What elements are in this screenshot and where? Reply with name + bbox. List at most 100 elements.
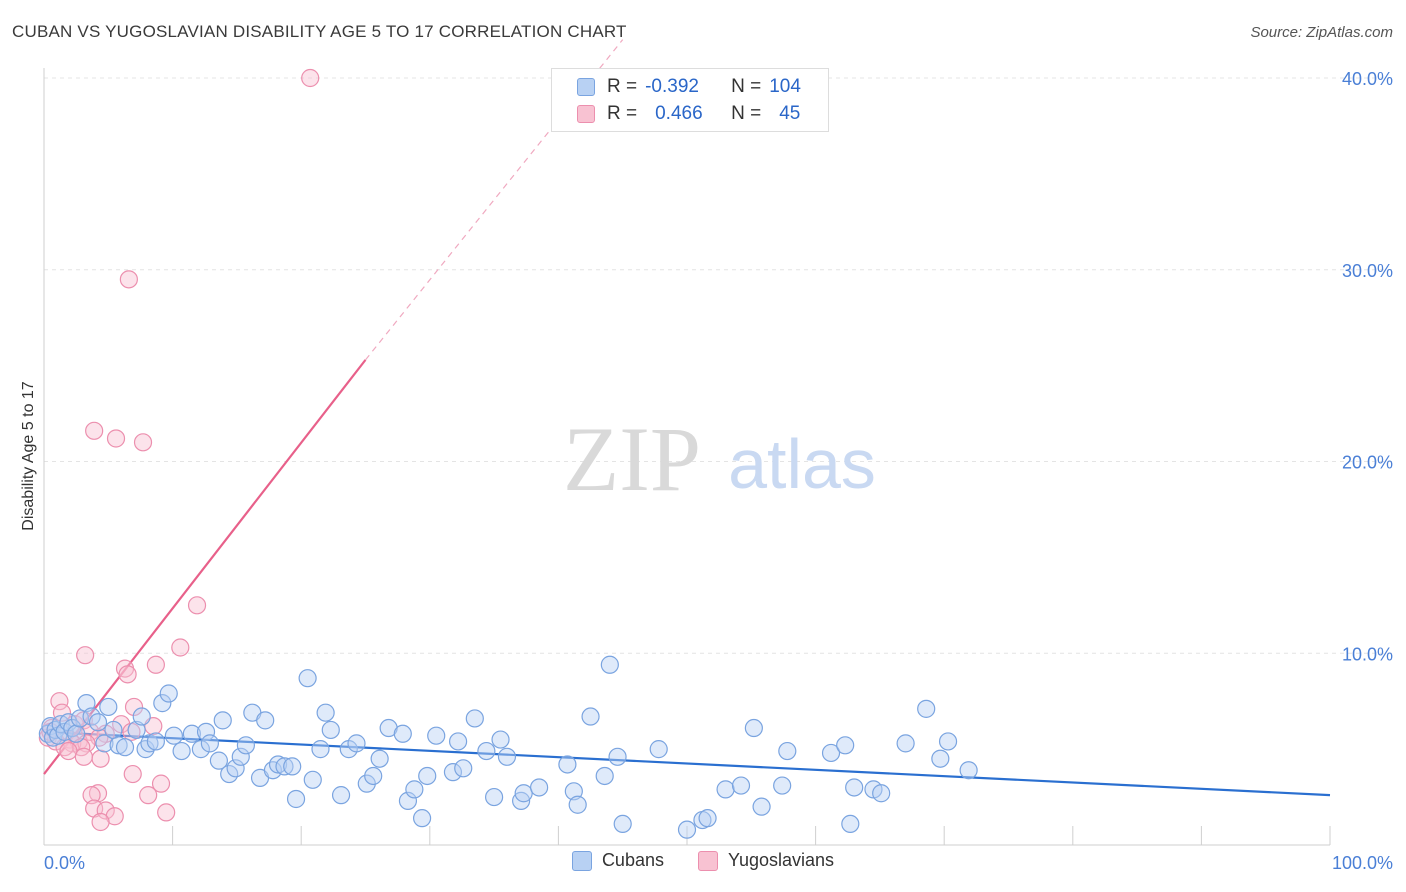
gridlines xyxy=(44,77,1392,654)
legend-item-cubans[interactable]: Cubans xyxy=(571,850,664,871)
source-label: Source: ZipAtlas.com xyxy=(1250,24,1393,41)
point-cubans xyxy=(773,776,792,795)
legend-row-cubans: R = -0.392 N = 104 xyxy=(577,75,801,99)
point-cubans xyxy=(364,766,383,786)
point-cubans xyxy=(485,787,504,807)
point-cubans xyxy=(595,766,614,786)
point-cubans xyxy=(95,734,114,753)
point-cubans xyxy=(398,791,418,810)
point-yugoslavians xyxy=(76,646,95,665)
watermark-atlas: atlas xyxy=(728,425,876,503)
point-cubans xyxy=(268,755,288,774)
point-yugoslavians xyxy=(85,421,104,440)
point-yugoslavians xyxy=(171,638,190,657)
point-cubans xyxy=(140,734,159,753)
point-yugoslavians xyxy=(118,665,137,684)
point-cubans xyxy=(530,778,549,797)
point-yugoslavians xyxy=(50,692,69,711)
point-cubans xyxy=(196,722,216,741)
series-legend: Cubans Yugoslavians xyxy=(0,850,1406,871)
point-cubans xyxy=(872,784,891,803)
legend-n-label: N = xyxy=(731,76,762,97)
point-cubans xyxy=(67,724,86,743)
legend-label-cubans: Cubans xyxy=(601,850,664,870)
point-yugoslavians xyxy=(139,786,158,805)
point-yugoslavians xyxy=(59,741,78,761)
point-cubans xyxy=(477,741,496,761)
point-cubans xyxy=(298,669,317,688)
point-cubans xyxy=(465,709,484,728)
point-yugoslavians xyxy=(301,68,320,88)
x-tick-label: 0.0% xyxy=(44,853,85,873)
watermark-zip: ZIP xyxy=(563,408,701,510)
point-cubans xyxy=(164,726,183,745)
point-cubans xyxy=(226,759,245,778)
point-cubans xyxy=(845,778,864,797)
point-yugoslavians xyxy=(88,784,108,803)
point-cubans xyxy=(841,814,860,834)
series-cubans xyxy=(38,655,978,839)
point-cubans xyxy=(311,740,330,759)
point-yugoslavians xyxy=(52,703,72,722)
x-tick-label: 100.0% xyxy=(1332,853,1393,873)
point-cubans xyxy=(497,747,517,766)
point-cubans xyxy=(286,789,306,809)
legend-row-yugoslavians: R = 0.466 N = 45 xyxy=(577,102,800,126)
point-cubans xyxy=(896,734,915,753)
point-cubans xyxy=(752,797,771,816)
tick-labels: 10.0% 20.0% 30.0% 40.0% 0.0% 100.0% xyxy=(44,69,1393,873)
point-cubans xyxy=(731,776,751,795)
point-cubans xyxy=(104,720,123,740)
legend-swatch-blue xyxy=(571,850,592,871)
legend-swatch-blue xyxy=(577,78,595,96)
point-cubans xyxy=(231,747,250,766)
point-cubans xyxy=(649,740,668,759)
point-cubans xyxy=(608,747,627,766)
point-cubans xyxy=(321,720,340,740)
point-cubans xyxy=(191,740,210,759)
point-cubans xyxy=(613,814,632,834)
point-cubans xyxy=(77,694,96,713)
legend-item-yugoslavians[interactable]: Yugoslavians xyxy=(697,850,834,871)
point-yugoslavians xyxy=(106,429,126,448)
point-cubans xyxy=(917,699,936,718)
point-cubans xyxy=(677,820,697,839)
legend-r-value: 0.466 xyxy=(655,103,703,124)
stats-legend: R = -0.392 N = 104 R = 0.466 N = 45 xyxy=(551,68,829,132)
point-cubans xyxy=(938,732,958,751)
point-cubans xyxy=(698,809,717,828)
point-cubans xyxy=(418,766,437,786)
point-cubans xyxy=(132,707,151,726)
legend-n-value: 45 xyxy=(779,103,801,124)
point-cubans xyxy=(70,709,90,728)
point-yugoslavians xyxy=(133,433,153,452)
point-cubans xyxy=(427,726,446,745)
legend-n-label: N = xyxy=(731,103,762,124)
point-cubans xyxy=(581,707,600,726)
point-yugoslavians xyxy=(146,655,165,674)
y-tick-label: 40.0% xyxy=(1342,69,1393,89)
point-cubans xyxy=(491,730,510,749)
point-cubans xyxy=(182,724,201,743)
point-yugoslavians xyxy=(187,596,207,615)
point-cubans xyxy=(564,782,583,801)
point-cubans xyxy=(370,749,389,768)
y-tick-label: 30.0% xyxy=(1342,261,1393,281)
trendline-cubans xyxy=(43,730,1331,797)
chart-title: CUBAN VS YUGOSLAVIAN DISABILITY AGE 5 TO… xyxy=(12,22,627,41)
point-cubans xyxy=(959,761,978,780)
point-yugoslavians xyxy=(91,749,110,768)
y-tick-label: 20.0% xyxy=(1342,453,1393,473)
legend-r-label: R = xyxy=(607,103,638,124)
legend-n-value: 104 xyxy=(769,76,801,97)
point-yugoslavians xyxy=(91,812,110,832)
point-cubans xyxy=(514,784,533,803)
trendline-yugoslavians xyxy=(43,359,367,775)
point-cubans xyxy=(263,761,283,780)
point-cubans xyxy=(331,786,351,805)
point-cubans xyxy=(283,757,302,776)
point-cubans xyxy=(931,749,950,768)
point-cubans xyxy=(405,780,424,799)
point-cubans xyxy=(153,694,172,713)
y-tick-label: 10.0% xyxy=(1342,644,1393,664)
